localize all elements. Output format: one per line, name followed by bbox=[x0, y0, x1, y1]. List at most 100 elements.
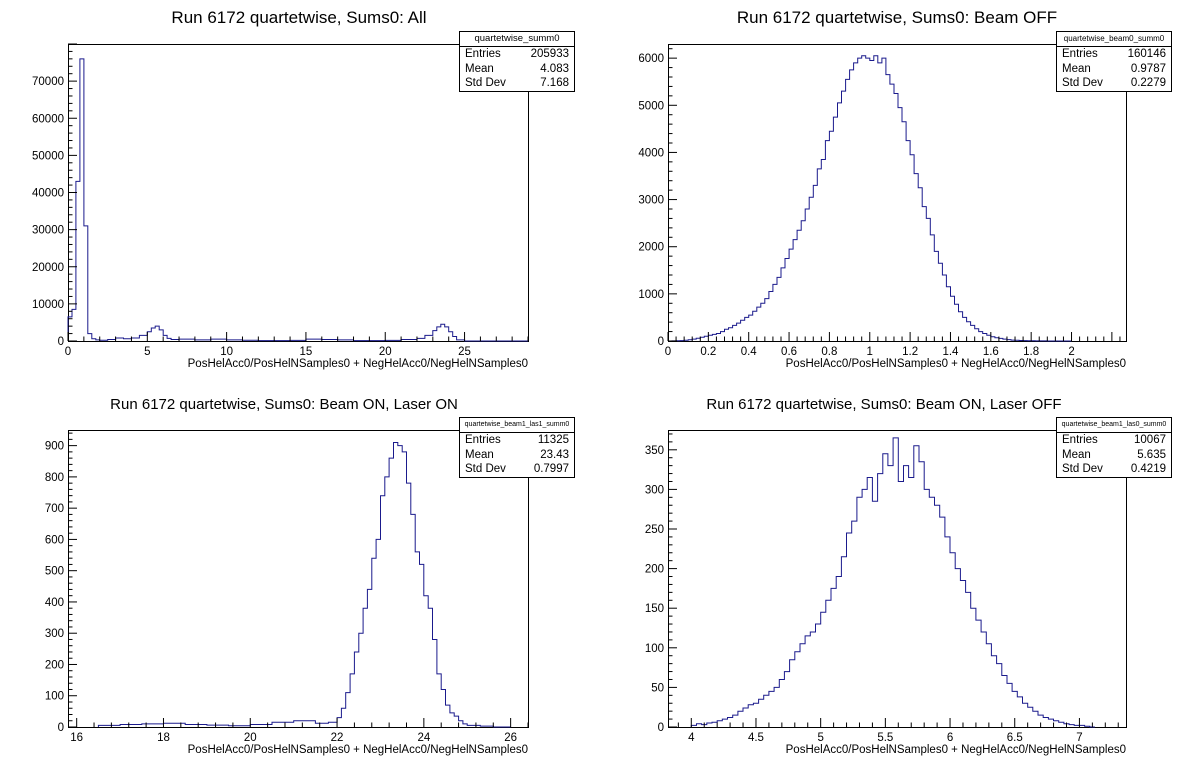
y-tick-label: 0 bbox=[658, 336, 664, 348]
y-tick-label: 1000 bbox=[638, 289, 664, 301]
plot-beam-on-laser-off: Run 6172 quartetwise, Sums0: Beam ON, La… bbox=[598, 386, 1196, 772]
histogram-line bbox=[690, 437, 1095, 728]
histogram-line bbox=[668, 55, 1072, 342]
histogram-all: 0 5 10 15 20 25 0 10000 20000 30000 40000 50000 6000… bbox=[32, 43, 529, 370]
y-tick-label: 300 bbox=[645, 484, 664, 496]
x-tick-label: 4.5 bbox=[748, 732, 764, 744]
y-tick-label: 400 bbox=[45, 597, 64, 609]
y-tick-label: 50 bbox=[651, 682, 664, 694]
x-tick-label: 20 bbox=[379, 346, 392, 358]
stats-mean: Mean 23.43 bbox=[465, 448, 569, 461]
y-tick-label: 30000 bbox=[32, 225, 64, 237]
stats-box: quartetwise_summ0 Entries 205933 Mean 4.08… bbox=[459, 31, 575, 92]
x-axis-title: PosHelAcc0/PosHelNSamples0 + NegHelAcc0/… bbox=[188, 744, 528, 756]
chart-title: Run 6172 quartetwise, Sums0: Beam ON, La… bbox=[110, 396, 458, 413]
stats-stddev: Std Dev 0.7997 bbox=[465, 463, 569, 476]
x-tick-label: 2 bbox=[1068, 346, 1074, 358]
y-tick-label: 40000 bbox=[32, 188, 64, 200]
x-tick-label: 1 bbox=[867, 346, 873, 358]
stats-entries: Entries 160146 bbox=[1062, 48, 1166, 60]
x-tick-label: 10 bbox=[220, 346, 233, 358]
stats-mean: Mean 4.083 bbox=[465, 62, 569, 75]
histogram-beam-on-laser-on: 16 18 20 22 24 26 0 100 200 300 400 500 600 700 800 900… bbox=[45, 430, 529, 756]
x-tick-label: 5.5 bbox=[877, 732, 893, 744]
x-tick-label: 0 bbox=[65, 346, 71, 358]
y-tick-label: 100 bbox=[645, 643, 664, 655]
y-tick-label: 6000 bbox=[638, 53, 664, 65]
x-axis-title: PosHelAcc0/PosHelNSamples0 + NegHelAcc0/… bbox=[786, 358, 1126, 370]
x-tick-label: 4 bbox=[688, 732, 695, 744]
x-tick-label: 18 bbox=[157, 732, 170, 744]
y-tick-label: 100 bbox=[45, 691, 64, 703]
y-tick-label: 20000 bbox=[32, 262, 64, 274]
y-tick-label: 150 bbox=[645, 603, 664, 615]
y-tick-label: 800 bbox=[45, 472, 64, 484]
histogram-beam-off: 0 0.2 0.4 0.6 0.8 1 1.2 1.4 1.6 1.8 2 0 1000 2000 3000… bbox=[638, 44, 1127, 370]
x-tick-label: 15 bbox=[300, 346, 313, 358]
x-tick-label: 20 bbox=[244, 732, 257, 744]
histogram-line bbox=[67, 58, 528, 342]
stats-entries: Entries 10067 bbox=[1062, 434, 1166, 446]
x-tick-label: 0.6 bbox=[781, 346, 797, 358]
stats-name: quartetwise_beam0_summ0 bbox=[1057, 32, 1171, 47]
y-tick-label: 900 bbox=[45, 441, 64, 453]
x-tick-label: 26 bbox=[504, 732, 517, 744]
plot-frame bbox=[668, 44, 1127, 342]
stats-name: quartetwise_beam1_las1_summ0 bbox=[460, 418, 574, 433]
stats-box: quartetwise_beam0_summ0 Entries 160146 Me… bbox=[1056, 31, 1172, 92]
stats-entries: Entries 205933 bbox=[465, 48, 569, 60]
y-tick-label: 3000 bbox=[638, 195, 664, 207]
y-tick-label: 0 bbox=[58, 722, 64, 734]
y-tick-label: 350 bbox=[645, 445, 664, 457]
y-tick-label: 0 bbox=[58, 336, 64, 348]
stats-stddev: Std Dev 7.168 bbox=[465, 77, 569, 90]
histogram-beam-on-laser-off: 4 4.5 5 5.5 6 6.5 7 0 50 100 150 200 250 300 350 PosHel… bbox=[645, 430, 1127, 756]
x-tick-label: 0.8 bbox=[821, 346, 837, 358]
plot-frame bbox=[68, 430, 529, 728]
y-tick-label: 50000 bbox=[32, 150, 64, 162]
stats-entries: Entries 11325 bbox=[465, 434, 569, 446]
x-tick-label: 6.5 bbox=[1007, 732, 1023, 744]
stats-mean: Mean 5.635 bbox=[1062, 448, 1166, 461]
chart-title: Run 6172 quartetwise, Sums0: Beam OFF bbox=[736, 8, 1058, 27]
x-tick-label: 0.2 bbox=[700, 346, 716, 358]
plot-beam-on-laser-on: Run 6172 quartetwise, Sums0: Beam ON, La… bbox=[0, 386, 598, 772]
y-tick-label: 4000 bbox=[638, 147, 664, 159]
y-tick-label: 250 bbox=[645, 524, 664, 536]
x-tick-label: 1.4 bbox=[942, 346, 959, 358]
stats-name: quartetwise_summ0 bbox=[460, 32, 574, 47]
y-tick-label: 10000 bbox=[32, 299, 64, 311]
y-tick-label: 2000 bbox=[638, 242, 664, 254]
x-axis-title: PosHelAcc0/PosHelNSamples0 + NegHelAcc0/… bbox=[188, 358, 528, 370]
x-tick-label: 0.4 bbox=[741, 346, 758, 358]
plot-frame bbox=[668, 430, 1127, 728]
y-tick-label: 500 bbox=[45, 566, 64, 578]
stats-name: quartetwise_beam1_las0_summ0 bbox=[1057, 418, 1171, 433]
x-tick-label: 6 bbox=[947, 732, 953, 744]
stats-mean: Mean 0.9787 bbox=[1062, 62, 1166, 75]
stats-stddev: Std Dev 0.2279 bbox=[1062, 77, 1166, 90]
x-tick-label: 1.6 bbox=[983, 346, 999, 358]
x-tick-label: 5 bbox=[817, 732, 823, 744]
y-tick-label: 200 bbox=[645, 564, 664, 576]
x-tick-label: 0 bbox=[665, 346, 671, 358]
histogram-line bbox=[97, 442, 511, 728]
x-tick-label: 5 bbox=[144, 346, 150, 358]
y-tick-label: 0 bbox=[658, 722, 664, 734]
y-tick-label: 70000 bbox=[32, 76, 64, 88]
y-tick-label: 600 bbox=[45, 534, 64, 546]
x-tick-label: 24 bbox=[417, 732, 430, 744]
x-tick-label: 1.8 bbox=[1023, 346, 1039, 358]
stats-stddev: Std Dev 0.4219 bbox=[1062, 463, 1166, 476]
chart-title: Run 6172 quartetwise, Sums0: All bbox=[171, 8, 427, 27]
y-tick-label: 700 bbox=[45, 503, 64, 515]
chart-title: Run 6172 quartetwise, Sums0: Beam ON, La… bbox=[706, 396, 1062, 413]
x-tick-label: 16 bbox=[70, 732, 83, 744]
x-tick-label: 22 bbox=[331, 732, 344, 744]
x-tick-label: 7 bbox=[1076, 732, 1082, 744]
y-tick-label: 60000 bbox=[32, 113, 64, 125]
y-tick-label: 200 bbox=[45, 659, 64, 671]
x-tick-label: 25 bbox=[458, 346, 471, 358]
y-tick-label: 300 bbox=[45, 628, 64, 640]
